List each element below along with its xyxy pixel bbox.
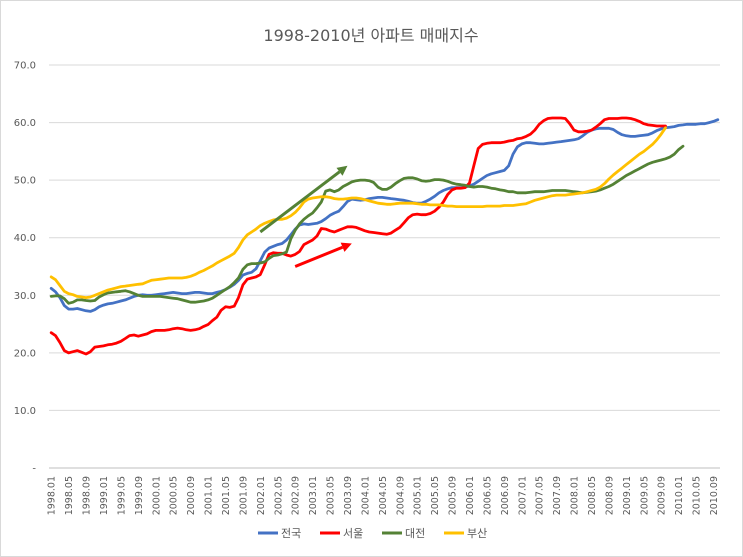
x-tick-label: 2010.05 [692,476,703,515]
x-axis-ticks: 1998.01 1998.05 1998.09 1999.01 1999.05 1999.… [47,476,720,515]
legend-label: 부산 [467,527,487,540]
legend-item: 전국 [258,527,301,540]
legend-item: 대전 [382,527,425,540]
series-lines [49,116,720,356]
x-tick-label: 2004.05 [378,476,389,515]
x-tick-label: 2002.09 [291,476,302,515]
y-axis-ticks: - 10.0 20.0 30.0 40.0 50.0 60.0 70.0 [14,61,37,475]
x-tick-label: 2008.05 [587,476,598,515]
x-tick-label: 2007.09 [552,476,563,515]
x-tick-label: 2006.09 [500,476,511,515]
x-tick-label: 2003.05 [326,476,337,515]
x-tick-label: 2001.05 [221,476,232,515]
x-tick-label: 2008.09 [604,476,615,515]
legend-item: 서울 [320,527,363,540]
x-tick-label: 2002.05 [273,476,284,515]
legend-label: 전국 [281,527,301,540]
x-tick-label: 1998.09 [82,476,93,515]
x-tick-label: 1999.09 [134,476,145,515]
y-tick-label: 50.0 [14,176,36,187]
chart-title: 1998-2010년 아파트 매매지수 [263,26,478,45]
x-tick-label: 2003.01 [308,476,319,515]
x-tick-label: 2005.05 [430,476,441,515]
x-tick-label: 2005.01 [413,476,424,515]
series-line-2 [49,144,685,305]
x-tick-label: 2010.01 [674,476,685,515]
y-tick-label: 20.0 [14,348,36,359]
legend: 전국 서울 대전 부산 [258,527,487,540]
x-tick-label: 2006.05 [482,476,493,515]
x-tick-label: 2000.01 [151,476,162,515]
trend-arrow-1 [294,242,352,268]
x-tick-label: 2000.05 [169,476,180,515]
series-line-0 [49,118,720,313]
x-tick-label: 2001.01 [204,476,215,515]
series-line-3 [49,126,667,300]
x-tick-label: 2003.09 [343,476,354,515]
x-tick-label: 2007.05 [535,476,546,515]
x-tick-label: 1999.05 [116,476,127,515]
trend-arrow-0 [259,165,348,234]
x-tick-label: 2004.09 [395,476,406,515]
x-tick-label: 2007.01 [517,476,528,515]
legend-item: 부산 [444,527,487,540]
y-tick-label: 30.0 [14,291,36,302]
x-tick-label: 2006.01 [465,476,476,515]
y-tick-label: 60.0 [14,118,36,129]
x-tick-label: 2002.01 [256,476,267,515]
x-tick-label: 1999.01 [99,476,110,515]
x-tick-label: 1998.05 [64,476,75,515]
y-tick-label: 40.0 [14,233,36,244]
x-tick-label: 2005.09 [448,476,459,515]
y-tick-label: - [32,464,36,475]
x-tick-label: 2009.05 [639,476,650,515]
legend-label: 서울 [343,527,363,540]
x-tick-label: 2009.01 [622,476,633,515]
legend-label: 대전 [405,527,425,540]
x-tick-label: 2010.09 [709,476,720,515]
gridlines [49,64,720,469]
x-tick-label: 2001.09 [238,476,249,515]
x-tick-label: 1998.01 [47,476,58,515]
x-tick-label: 2004.01 [360,476,371,515]
trend-arrows [259,165,352,268]
x-tick-label: 2009.09 [657,476,668,515]
x-tick-label: 2000.09 [186,476,197,515]
y-tick-label: 10.0 [14,406,36,417]
y-tick-label: 70.0 [14,61,36,72]
x-tick-label: 2008.01 [570,476,581,515]
series-line-1 [49,116,667,356]
